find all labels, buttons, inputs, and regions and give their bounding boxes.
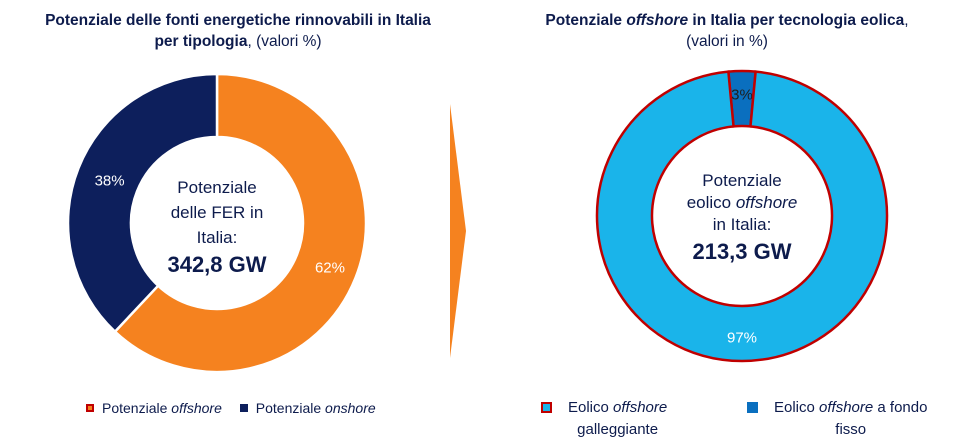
left-title-bold-2: per tipologia	[154, 33, 248, 50]
legend-label-galleggiante: Eolico offshore galleggiante	[568, 399, 668, 438]
slice-galleggiante	[595, 70, 889, 363]
left-chart-title: Potenziale delle fonti energetiche rinno…	[0, 10, 476, 52]
right-title-suffix: ,	[904, 12, 909, 29]
right-title-line2: (valori in %)	[686, 33, 768, 50]
right-center-line-2: in Italia:	[713, 215, 772, 234]
left-title-suffix: , (valori %)	[247, 33, 322, 50]
data-label-galleggiante: 97%	[727, 330, 757, 347]
left-center-line-0: Potenziale	[177, 178, 256, 197]
right-legend-item-fondo-fisso: Eolico offshore a fondo fisso	[747, 397, 954, 441]
right-title-a: Potenziale	[545, 12, 627, 29]
legend-swatch-fondo-fisso	[747, 402, 758, 413]
arrow-icon	[450, 104, 466, 358]
left-center-line-1: delle FER in	[171, 203, 264, 222]
data-label-fondo-fisso: 3%	[731, 87, 753, 104]
left-donut-chart: 62% 38% Potenziale delle FER in Italia: 342,8…	[66, 72, 368, 374]
right-center-value: 213,3 GW	[692, 239, 791, 264]
right-legend-item-galleggiante: Eolico offshore galleggiante	[541, 397, 741, 441]
legend-swatch-galleggiante	[541, 402, 552, 413]
legend-label-offshore: Potenziale offshore	[102, 400, 222, 416]
legend-swatch-offshore	[86, 404, 94, 412]
right-title-em: offshore	[626, 12, 689, 29]
legend-item-offshore: Potenziale offshore	[86, 398, 222, 418]
data-label-offshore: 62%	[315, 260, 345, 277]
right-title-b: in Italia per tecnologia eolica	[688, 12, 905, 29]
left-title-bold: Potenziale delle fonti energetiche rinno…	[45, 12, 431, 29]
right-center-line-0: Potenziale	[702, 171, 781, 190]
left-center-line-2: Italia:	[197, 228, 238, 247]
legend-swatch-onshore	[239, 404, 248, 412]
left-center-value: 342,8 GW	[167, 252, 266, 277]
slice-onshore	[66, 72, 219, 334]
legend-item-onshore: Potenziale onshore	[239, 398, 376, 418]
legend-label-onshore: Potenziale onshore	[255, 400, 376, 416]
legend-label-fondo-fisso: Eolico offshore a fondo fisso	[774, 399, 928, 438]
right-donut-chart: 3% 97% Potenziale eolico offshore in Italia:…	[595, 69, 889, 363]
right-chart-title: Potenziale offshore in Italia per tecnol…	[500, 10, 954, 52]
right-center-line-1: eolico offshore	[687, 193, 798, 212]
data-label-onshore: 38%	[95, 172, 125, 189]
left-legend: Potenziale offshore Potenziale onshore	[86, 397, 466, 418]
slice-offshore	[113, 72, 368, 374]
